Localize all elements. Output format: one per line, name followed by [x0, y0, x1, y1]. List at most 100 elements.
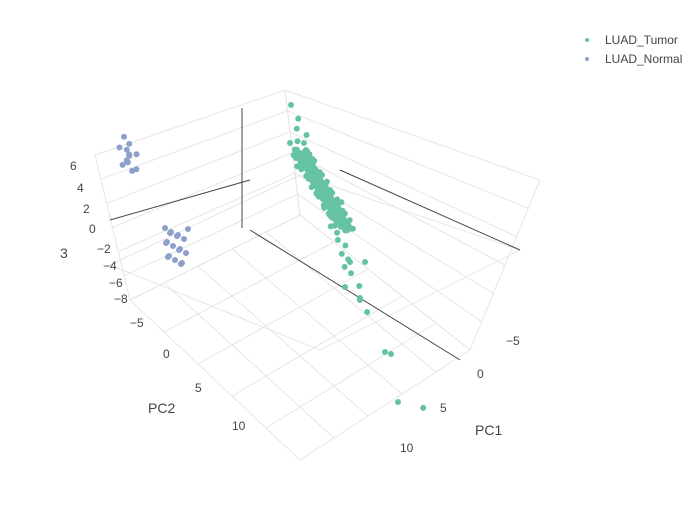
data-point[interactable]: [339, 210, 346, 217]
data-point[interactable]: [304, 167, 311, 174]
data-point[interactable]: [167, 230, 173, 236]
y-tick-label: −5: [130, 316, 144, 330]
data-point[interactable]: [293, 125, 300, 132]
axis-titles: PC1 PC2 3: [60, 245, 502, 438]
z-tick-label: −2: [97, 242, 111, 256]
series-tumor: [288, 102, 427, 411]
data-point[interactable]: [338, 250, 345, 257]
data-point[interactable]: [165, 254, 171, 260]
data-point[interactable]: [334, 237, 341, 244]
x-axis-title: PC1: [475, 422, 502, 438]
data-point[interactable]: [356, 283, 363, 290]
data-point[interactable]: [181, 236, 187, 242]
data-point[interactable]: [133, 151, 140, 158]
data-point[interactable]: [304, 151, 311, 158]
data-point[interactable]: [323, 178, 330, 185]
data-point[interactable]: [178, 261, 184, 267]
y-tick-label: 5: [195, 381, 202, 395]
data-point[interactable]: [126, 152, 133, 159]
data-point[interactable]: [342, 227, 349, 234]
series-normal: [116, 133, 140, 174]
z-axis-title: 3: [60, 245, 68, 261]
legend-label-normal: LUAD_Normal: [605, 51, 683, 66]
legend-marker-tumor: [585, 37, 589, 42]
data-point[interactable]: [291, 146, 298, 153]
y-tick-label: 0: [163, 347, 170, 361]
data-point[interactable]: [333, 204, 339, 210]
z-tick-label: 4: [77, 181, 84, 195]
data-point[interactable]: [320, 183, 327, 190]
data-point[interactable]: [336, 199, 343, 206]
data-point[interactable]: [342, 242, 349, 249]
data-point[interactable]: [311, 173, 318, 180]
data-point[interactable]: [301, 140, 307, 146]
data-point[interactable]: [364, 308, 371, 315]
data-point[interactable]: [317, 188, 323, 194]
data-points: [116, 102, 427, 411]
data-point[interactable]: [303, 132, 310, 139]
legend-item-tumor[interactable]: LUAD_Tumor: [580, 30, 682, 49]
z-tick-label: −8: [114, 292, 128, 306]
data-point[interactable]: [348, 270, 354, 277]
data-point[interactable]: [328, 214, 335, 221]
data-point[interactable]: [334, 229, 341, 236]
data-point[interactable]: [301, 156, 307, 162]
data-point[interactable]: [343, 221, 350, 228]
data-point[interactable]: [185, 226, 191, 232]
data-point[interactable]: [420, 404, 427, 411]
data-point[interactable]: [388, 351, 394, 357]
data-point[interactable]: [294, 138, 301, 145]
z-tick-label: −6: [109, 276, 123, 290]
data-point[interactable]: [287, 140, 293, 146]
data-point[interactable]: [382, 349, 388, 355]
x-tick-label: −5: [506, 334, 520, 348]
data-point[interactable]: [347, 225, 354, 232]
data-point[interactable]: [129, 167, 136, 174]
data-point[interactable]: [362, 259, 368, 265]
data-point[interactable]: [336, 215, 343, 222]
data-point[interactable]: [123, 146, 130, 153]
data-point[interactable]: [170, 243, 176, 249]
legend-item-normal[interactable]: LUAD_Normal: [580, 49, 682, 68]
data-point[interactable]: [174, 233, 180, 239]
data-point[interactable]: [163, 240, 169, 246]
data-point[interactable]: [395, 399, 401, 405]
data-point[interactable]: [124, 159, 131, 166]
data-point[interactable]: [116, 144, 123, 151]
data-point[interactable]: [323, 194, 330, 201]
data-point[interactable]: [346, 217, 353, 224]
data-point[interactable]: [337, 223, 344, 230]
data-point[interactable]: [121, 133, 127, 140]
legend-label-tumor: LUAD_Tumor: [605, 32, 678, 47]
z-tick-label: 6: [70, 159, 77, 173]
legend: LUAD_Tumor LUAD_Normal: [580, 30, 682, 68]
data-point[interactable]: [347, 259, 353, 265]
data-point[interactable]: [294, 163, 301, 170]
data-point[interactable]: [311, 157, 318, 164]
data-point[interactable]: [317, 172, 323, 178]
data-point[interactable]: [305, 175, 312, 182]
z-tick-label: 0: [89, 222, 96, 236]
data-point[interactable]: [176, 247, 182, 253]
series-normal-density: [162, 225, 191, 267]
data-point[interactable]: [315, 193, 322, 200]
data-point[interactable]: [327, 189, 334, 196]
data-point[interactable]: [288, 102, 294, 108]
data-point[interactable]: [119, 161, 126, 168]
data-point[interactable]: [293, 155, 299, 161]
legend-marker-normal: [585, 56, 589, 61]
data-point[interactable]: [295, 115, 302, 122]
data-point[interactable]: [327, 205, 334, 212]
x-tick-label: 0: [477, 367, 484, 381]
data-point[interactable]: [172, 257, 178, 263]
data-point[interactable]: [183, 250, 189, 256]
data-point[interactable]: [307, 162, 314, 169]
data-point[interactable]: [342, 284, 348, 290]
data-point[interactable]: [341, 263, 348, 270]
data-point[interactable]: [126, 140, 133, 147]
data-point[interactable]: [357, 295, 363, 301]
data-point[interactable]: [162, 225, 168, 231]
